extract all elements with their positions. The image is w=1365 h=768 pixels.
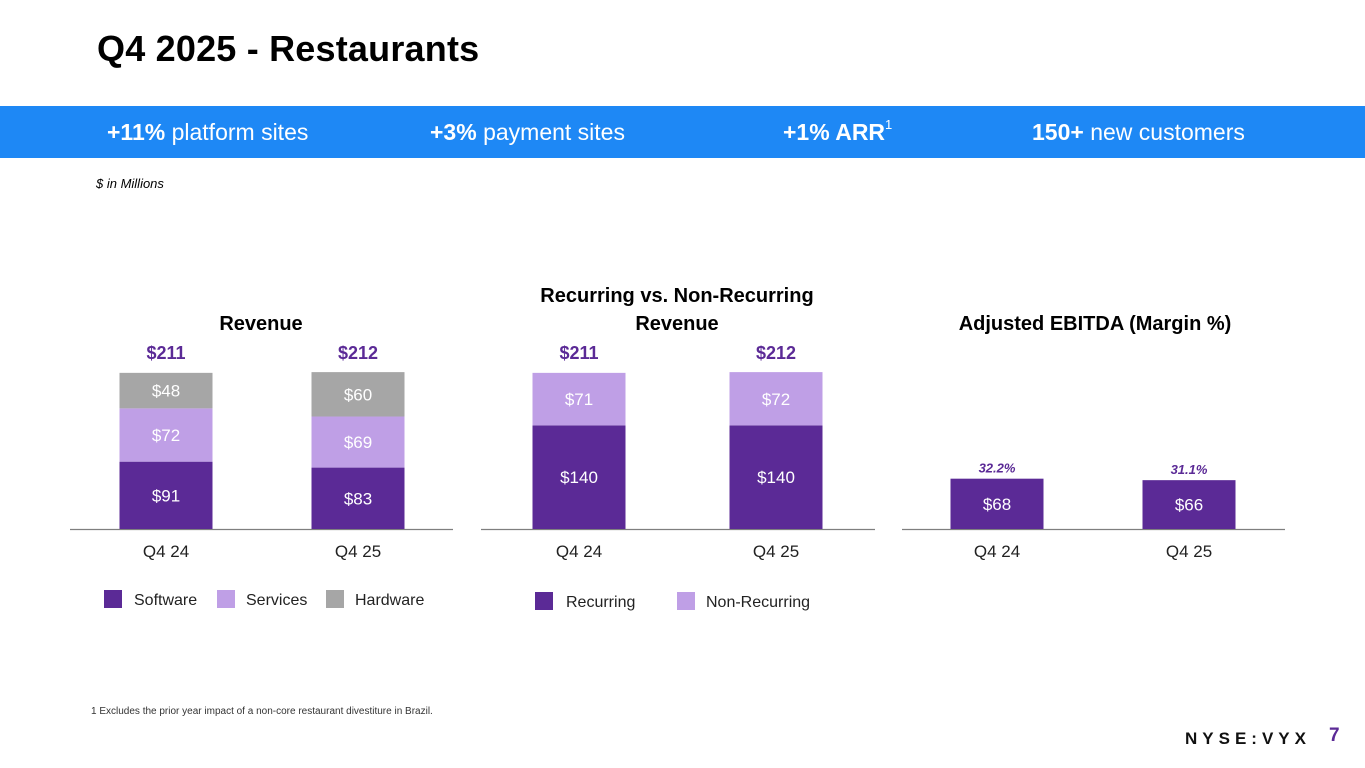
x-tick-label: Q4 24	[974, 542, 1020, 561]
legend-label: Services	[246, 592, 307, 609]
kpi-label: payment sites	[483, 119, 625, 145]
x-tick-label: Q4 25	[753, 542, 799, 561]
x-tick-label: Q4 24	[143, 542, 189, 561]
bar-revenue-software-0	[119, 461, 213, 529]
legend-swatch-hardware	[326, 590, 344, 608]
chart-title-ebitda: Adjusted EBITDA (Margin %)	[958, 313, 1232, 335]
x-tick-label: Q4 25	[1166, 542, 1212, 561]
kpi-value: +11%	[107, 119, 166, 145]
data-label: $140	[560, 468, 598, 487]
page-title: Q4 2025 - Restaurants	[97, 28, 480, 69]
bar-recurring-recurring-0	[532, 425, 626, 529]
data-label: $91	[152, 486, 180, 505]
bar-revenue-services-0	[119, 408, 213, 462]
kpi-platform-sites: +11% platform sites	[107, 106, 308, 158]
data-label: $72	[152, 426, 180, 445]
data-label: $68	[983, 495, 1011, 514]
data-label: $66	[1175, 496, 1203, 515]
legend-label: Hardware	[355, 592, 424, 609]
legend-label: Non-Recurring	[706, 594, 810, 611]
bar-recurring-non-recurring-1	[729, 372, 823, 426]
bar-revenue-hardware-1	[311, 372, 405, 417]
x-tick-label: Q4 24	[556, 542, 602, 561]
bar-recurring-recurring-1	[729, 425, 823, 529]
data-label: $48	[152, 382, 180, 401]
bar-revenue-software-1	[311, 467, 405, 529]
legend-label: Software	[134, 592, 197, 609]
legend-label: Recurring	[566, 594, 635, 611]
margin-label: 32.2%	[979, 461, 1016, 476]
kpi-banner: +11% platform sites +3% payment sites +1…	[0, 106, 1365, 158]
kpi-payment-sites: +3% payment sites	[430, 106, 625, 158]
bar-revenue-hardware-0	[119, 372, 213, 409]
margin-label: 31.1%	[1171, 462, 1208, 477]
data-label: $69	[344, 433, 372, 452]
kpi-label: platform sites	[171, 119, 309, 145]
chart-title-recurring: Recurring vs. Non-Recurring Revenue	[540, 285, 814, 335]
bar-ebitda-adjusted-ebitda-1	[1142, 480, 1236, 529]
kpi-value: +3%	[430, 119, 477, 145]
units-note: $ in Millions	[96, 176, 164, 191]
total-label: $211	[559, 343, 598, 363]
legend-swatch-software	[104, 590, 122, 608]
total-label: $212	[338, 343, 378, 363]
chart-title-revenue: Revenue	[219, 313, 303, 335]
kpi-footnote-ref: 1	[885, 117, 893, 132]
kpi-value: 150+	[1032, 119, 1084, 145]
bar-recurring-non-recurring-0	[532, 372, 626, 426]
page-number: 7	[1329, 725, 1340, 746]
bar-ebitda-adjusted-ebitda-0	[950, 478, 1044, 529]
x-tick-label: Q4 25	[335, 542, 381, 561]
legend-swatch-services	[217, 590, 235, 608]
data-label: $83	[344, 489, 372, 508]
data-label: $60	[344, 385, 372, 404]
legend-swatch-non-recurring	[677, 592, 695, 610]
kpi-arr: +1% ARR1	[783, 106, 892, 158]
exchange-ticker: NYSE:VYX	[1185, 729, 1311, 748]
legend-swatch-recurring	[535, 592, 553, 610]
kpi-new-customers: 150+ new customers	[1032, 106, 1245, 158]
bar-revenue-services-1	[311, 416, 405, 468]
kpi-label: new customers	[1090, 119, 1245, 145]
total-label: $211	[146, 343, 185, 363]
total-label: $212	[756, 343, 796, 363]
data-label: $71	[565, 390, 593, 409]
kpi-value: +1% ARR	[783, 119, 886, 145]
data-label: $140	[757, 468, 795, 487]
footnote: 1 Excludes the prior year impact of a no…	[91, 706, 433, 717]
data-label: $72	[762, 390, 790, 409]
